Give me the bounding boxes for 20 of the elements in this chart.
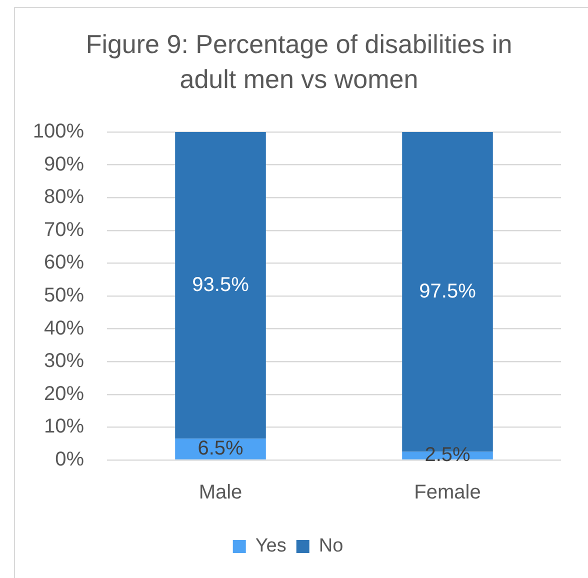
y-tick-label: 0% — [55, 448, 84, 471]
legend-label: No — [318, 536, 344, 557]
y-tick-label: 80% — [44, 186, 84, 208]
y-tick-label: 10% — [44, 416, 84, 438]
y-tick-label: 20% — [44, 382, 84, 405]
data-label: 97.5% — [419, 280, 476, 302]
legend-label: Yes — [255, 536, 286, 557]
y-tick-label: 70% — [44, 218, 84, 241]
y-tick-label: 90% — [44, 153, 84, 176]
data-label: 93.5% — [192, 274, 250, 296]
x-tick-label: Female — [414, 482, 481, 504]
y-tick-label: 100% — [32, 120, 84, 143]
y-tick-label: 50% — [44, 284, 84, 307]
chart-title: Figure 9: Percentage of disabilities in adult men vs women — [84, 28, 514, 96]
bar — [175, 132, 266, 439]
y-tick-label: 30% — [44, 350, 84, 372]
x-tick-label: Male — [198, 482, 242, 504]
data-label: 6.5% — [198, 438, 244, 460]
y-tick-label: 60% — [44, 252, 84, 274]
y-tick-label: 40% — [44, 317, 84, 340]
